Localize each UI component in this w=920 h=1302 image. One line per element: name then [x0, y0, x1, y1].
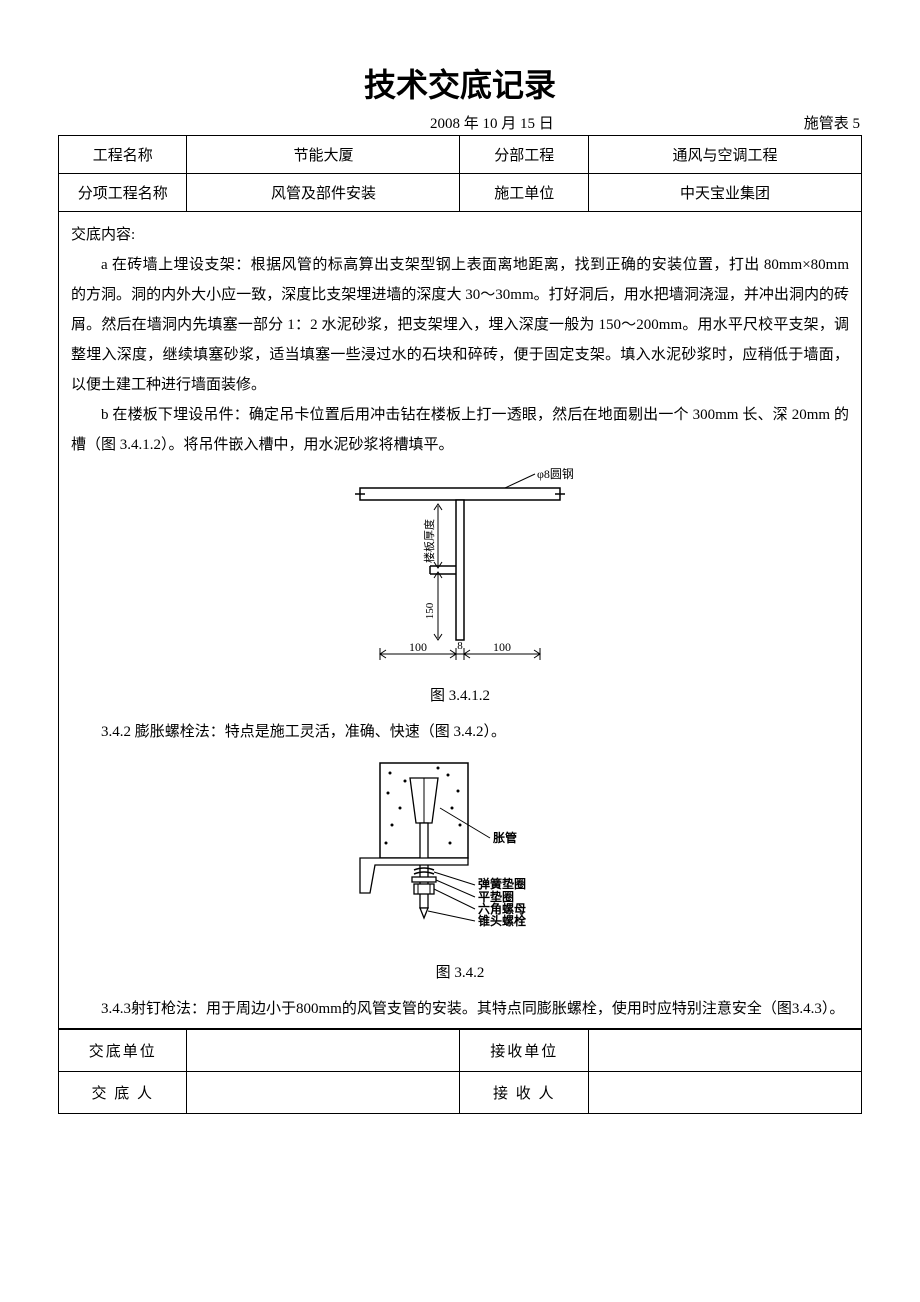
fig2-label-0: 胀管	[493, 830, 517, 845]
paragraph-342: 3.4.2 膨胀螺栓法：特点是施工灵活，准确、快速（图 3.4.2）。	[71, 717, 849, 747]
fig1-side2: 150	[424, 602, 436, 619]
receiver-unit-label: 接收单位	[460, 1030, 588, 1072]
fig2-label-4: 锥头螺栓	[478, 913, 526, 928]
unit-name: 中天宝业集团	[588, 174, 861, 212]
fig2-label-1: 弹簧垫圈	[478, 876, 526, 891]
sub-project: 通风与空调工程	[588, 136, 861, 174]
form-code: 施管表 5	[804, 112, 860, 133]
footer-table: 交底单位 接收单位 交 底 人 接 收 人	[58, 1029, 862, 1114]
sender-value	[187, 1072, 460, 1114]
item-name-label: 分项工程名称	[59, 174, 187, 212]
paragraph-a: a 在砖墙上埋设支架：根据风管的标高算出支架型钢上表面离地距离，找到正确的安装位…	[71, 250, 849, 400]
fig1-label-top: φ8圆钢	[537, 467, 574, 481]
unit-label: 施工单位	[460, 174, 588, 212]
content-label: 交底内容:	[71, 220, 849, 250]
receiver-value	[588, 1072, 861, 1114]
figure-2-caption: 图 3.4.2	[71, 958, 849, 988]
date-row: 2008 年 10 月 15 日 施管表 5	[58, 112, 862, 133]
sender-unit-value	[187, 1030, 460, 1072]
sender-unit-label: 交底单位	[59, 1030, 187, 1072]
table-row: 交底单位 接收单位	[59, 1030, 862, 1072]
figure-2-svg: 胀管 弹簧垫圈 平垫圈 六角螺母 锥头螺栓	[340, 753, 580, 943]
table-row: 交 底 人 接 收 人	[59, 1072, 862, 1114]
page-title: 技术交底记录	[58, 60, 862, 106]
figure-1-svg: φ8圆钢 楼板厚度 150	[330, 466, 590, 666]
table-row: 工程名称 节能大厦 分部工程 通风与空调工程	[59, 136, 862, 174]
paragraph-b: b 在楼板下埋设吊件：确定吊卡位置后用冲击钻在楼板上打一透眼，然后在地面剔出一个…	[71, 400, 849, 460]
fig1-dim-left: 100	[409, 640, 427, 654]
figure-1: φ8圆钢 楼板厚度 150	[71, 466, 849, 711]
item-name: 风管及部件安装	[187, 174, 460, 212]
sub-project-label: 分部工程	[460, 136, 588, 174]
date: 2008 年 10 月 15 日	[180, 112, 804, 133]
fig1-dim-right: 100	[493, 640, 511, 654]
header-table: 工程名称 节能大厦 分部工程 通风与空调工程 分项工程名称 风管及部件安装 施工…	[58, 135, 862, 212]
fig1-dim-mid: 8	[457, 640, 463, 652]
project-name: 节能大厦	[187, 136, 460, 174]
project-name-label: 工程名称	[59, 136, 187, 174]
paragraph-343: 3.4.3射钉枪法：用于周边小于800mm的风管支管的安装。其特点同膨胀螺栓，使…	[71, 994, 849, 1024]
receiver-label: 接 收 人	[460, 1072, 588, 1114]
figure-1-caption: 图 3.4.1.2	[71, 681, 849, 711]
figure-2: 胀管 弹簧垫圈 平垫圈 六角螺母 锥头螺栓 图 3.4.2	[71, 753, 849, 988]
sender-label: 交 底 人	[59, 1072, 187, 1114]
fig1-side1: 楼板厚度	[422, 519, 436, 563]
receiver-unit-value	[588, 1030, 861, 1072]
content-area: 交底内容: a 在砖墙上埋设支架：根据风管的标高算出支架型钢上表面离地距离，找到…	[58, 212, 862, 1029]
table-row: 分项工程名称 风管及部件安装 施工单位 中天宝业集团	[59, 174, 862, 212]
